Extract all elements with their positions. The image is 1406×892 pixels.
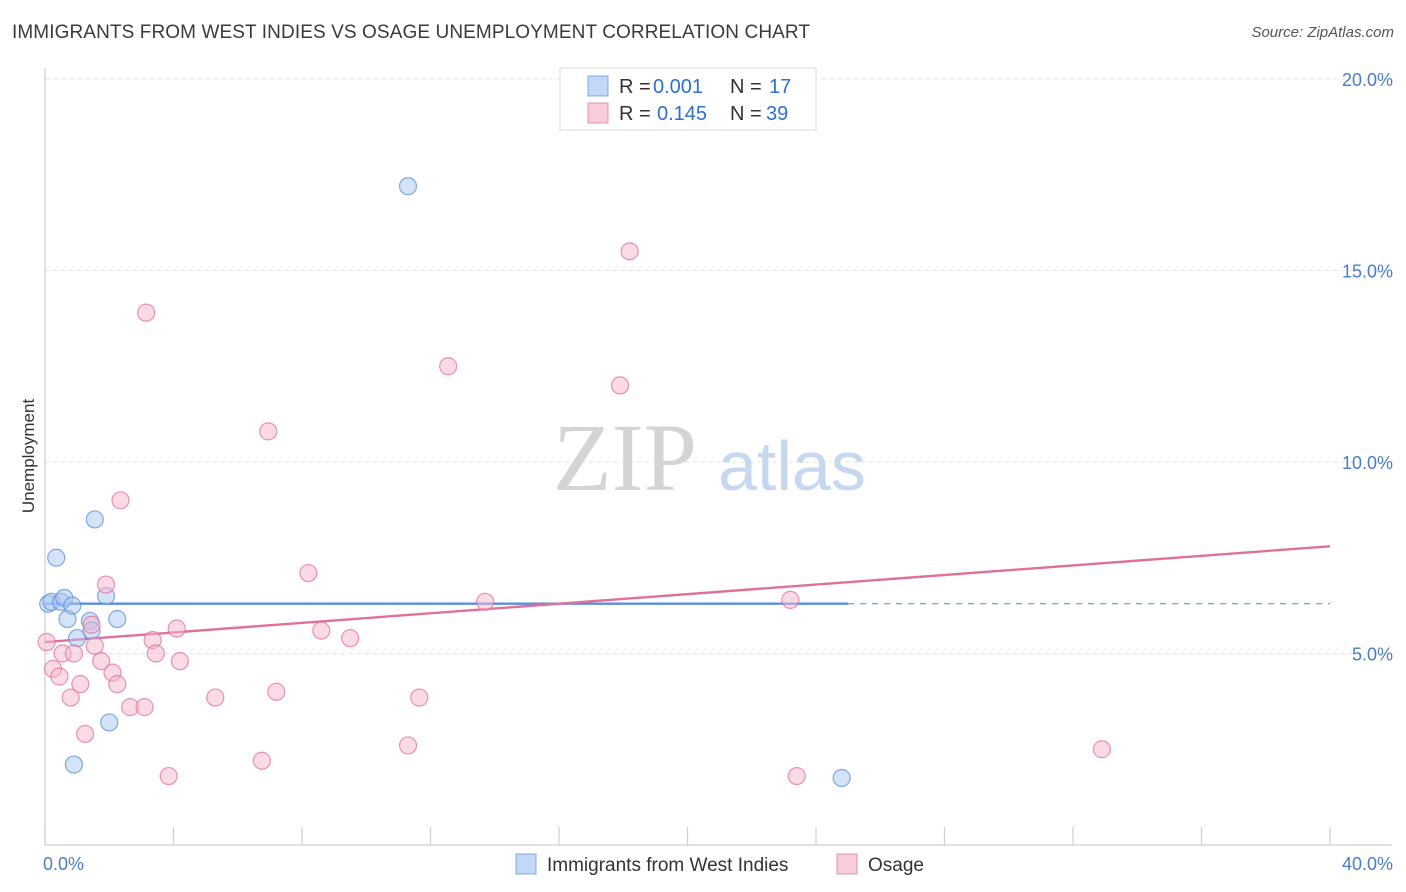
tick-labels: 5.0% 10.0% 15.0% 20.0% 0.0% 40.0% xyxy=(43,70,1393,874)
legend-n-label-2: N = xyxy=(730,103,762,125)
point-west-indies xyxy=(47,548,66,567)
point-osage xyxy=(146,644,165,663)
point-osage xyxy=(252,751,271,770)
bottom-legend-label-west-indies: Immigrants from West Indies xyxy=(547,855,788,876)
point-osage xyxy=(92,652,111,671)
point-osage xyxy=(299,563,318,583)
point-osage xyxy=(82,615,101,634)
bottom-legend-label-osage: Osage xyxy=(868,855,924,876)
point-osage xyxy=(85,636,104,655)
bottom-legend-swatch-osage xyxy=(836,853,858,875)
axes xyxy=(44,68,1392,846)
grid-lines xyxy=(45,78,1392,654)
point-osage xyxy=(781,590,800,609)
point-osage xyxy=(71,675,90,694)
point-west-indies xyxy=(108,609,127,629)
legend-swatch-west-indies xyxy=(587,75,609,97)
watermark-zip: ZIP xyxy=(553,404,697,511)
point-osage xyxy=(476,592,495,611)
legend-n-label-1: N = xyxy=(730,76,762,98)
point-west-indies xyxy=(85,510,104,529)
point-osage xyxy=(61,688,80,707)
point-osage xyxy=(96,575,116,594)
trend-line-osage xyxy=(44,545,1331,644)
point-osage xyxy=(111,491,130,510)
point-osage xyxy=(135,698,154,717)
top-legend: R = 0.001 N = 17 R = 0.145 N = 39 xyxy=(559,67,817,131)
point-osage xyxy=(37,632,56,652)
point-west-indies xyxy=(63,596,82,615)
point-west-indies xyxy=(398,177,418,196)
point-osage xyxy=(620,242,639,261)
point-osage xyxy=(108,675,127,694)
bottom-legend: Immigrants from West Indies Osage xyxy=(515,853,924,876)
point-osage xyxy=(50,667,69,686)
legend-swatch-osage xyxy=(587,102,609,124)
trend-lines xyxy=(44,545,1331,644)
point-osage xyxy=(267,682,286,701)
point-osage xyxy=(167,619,186,638)
point-osage xyxy=(170,652,190,671)
y-tick-label: 10.0% xyxy=(1342,453,1393,473)
x-tick-label: 40.0% xyxy=(1342,854,1393,874)
point-osage xyxy=(398,736,418,755)
x-tick-label: 0.0% xyxy=(43,854,84,874)
point-osage xyxy=(259,422,278,441)
point-west-indies xyxy=(64,755,84,774)
point-osage xyxy=(206,688,225,707)
legend-r-value-1: 0.001 xyxy=(653,76,703,98)
point-osage xyxy=(439,357,458,376)
legend-r-value-2: 0.145 xyxy=(657,103,707,125)
point-west-indies xyxy=(100,713,119,732)
point-osage xyxy=(76,724,95,744)
legend-r-label-1: R = xyxy=(619,76,651,98)
y-axis-title: Unemployment xyxy=(19,399,38,514)
point-osage xyxy=(787,766,806,786)
bottom-legend-swatch-west-indies xyxy=(515,853,537,875)
y-tick-label: 15.0% xyxy=(1342,262,1393,282)
point-osage xyxy=(159,766,178,786)
watermark-atlas: atlas xyxy=(718,427,866,505)
point-osage xyxy=(137,303,156,322)
legend-r-label-2: R = xyxy=(619,103,651,125)
point-osage xyxy=(312,621,331,640)
y-tick-label: 5.0% xyxy=(1352,645,1393,665)
chart-title: IMMIGRANTS FROM WEST INDIES VS OSAGE UNE… xyxy=(12,22,811,43)
point-osage xyxy=(64,644,84,663)
data-points xyxy=(37,177,1112,788)
y-tick-label: 20.0% xyxy=(1342,70,1393,90)
point-osage xyxy=(610,376,630,395)
legend-n-value-1: 17 xyxy=(769,76,791,98)
point-osage xyxy=(410,688,429,707)
point-osage xyxy=(1092,740,1112,759)
point-osage xyxy=(341,629,360,648)
point-west-indies xyxy=(832,768,851,788)
source-label: Source: ZipAtlas.com xyxy=(1251,24,1394,41)
watermark: ZIP atlas xyxy=(553,404,866,511)
legend-n-value-2: 39 xyxy=(766,103,788,125)
